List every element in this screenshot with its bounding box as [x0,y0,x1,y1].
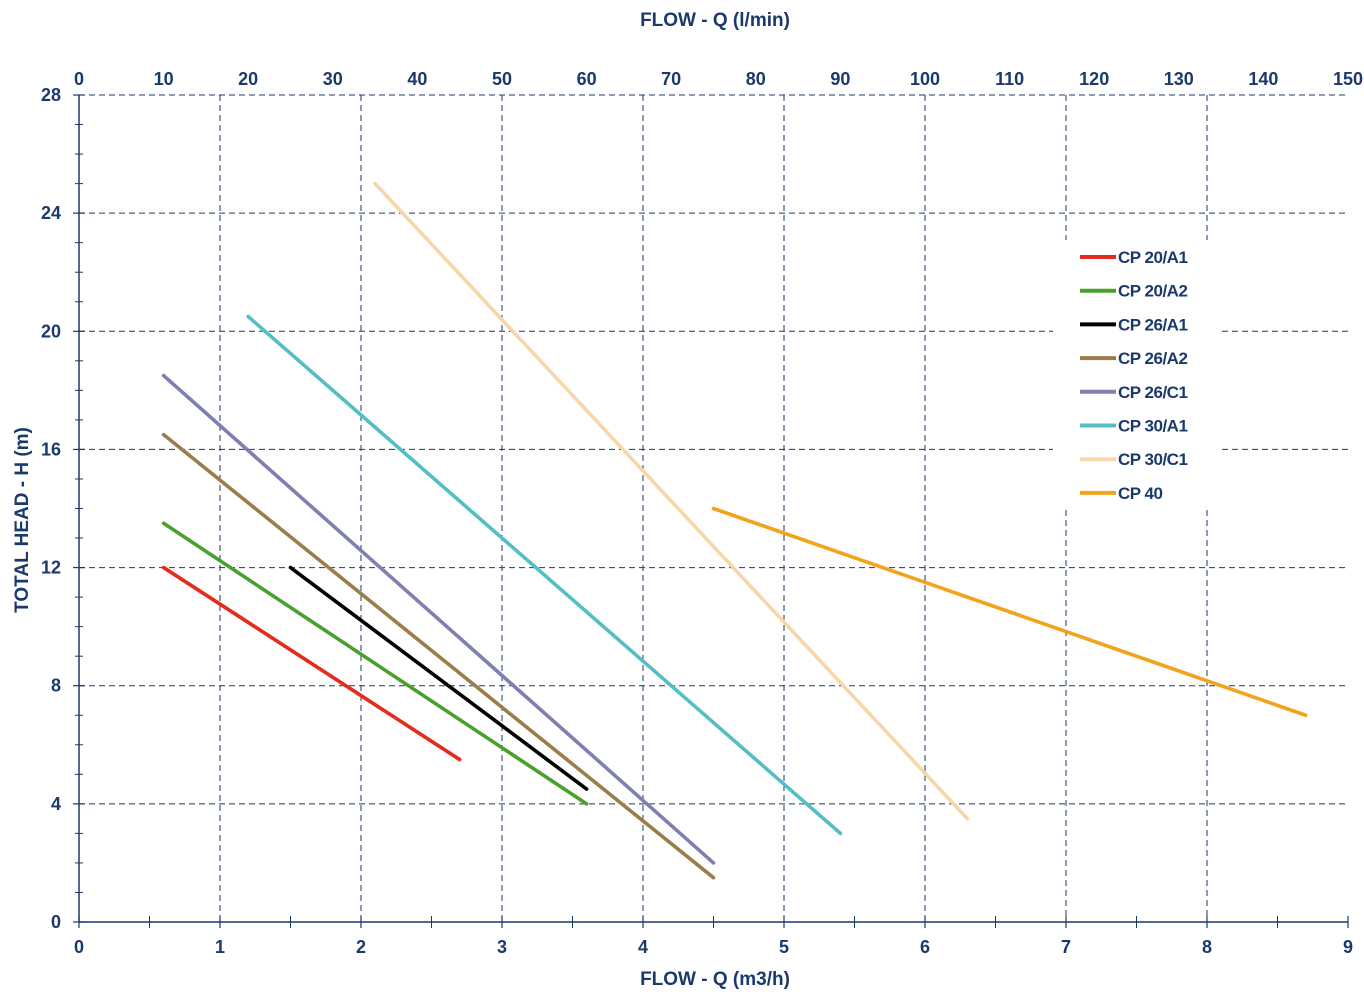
x-axis-title: FLOW - Q (m3/h) [640,969,790,990]
x-tick-label: 5 [779,937,789,957]
y-tick-label: 0 [51,912,61,932]
y-tick-label: 24 [41,203,61,223]
series-line [711,506,1308,718]
legend-background [1053,240,1222,510]
legend-label: CP 20/A2 [1118,282,1187,301]
legend-label: CP 30/C1 [1118,450,1187,469]
top-tick-label: 90 [830,69,850,89]
legend-label: CP 26/C1 [1118,383,1187,402]
y-tick-label: 28 [41,85,61,105]
y-axis-title: TOTAL HEAD - H (m) [12,427,33,613]
top-tick-label: 20 [238,69,258,89]
top-tick-label: 110 [995,69,1024,89]
x-tick-label: 7 [1061,937,1071,957]
y-tick-label: 8 [51,676,61,696]
legend-label: CP 40 [1118,484,1162,503]
top-axis-title: FLOW - Q (l/min) [640,10,790,31]
series-line [161,521,589,806]
x-tick-label: 4 [638,937,648,957]
series-line [161,432,716,880]
top-tick-label: 150 [1333,69,1363,89]
series-line [161,565,462,762]
series-line [246,314,843,836]
top-tick-label: 40 [407,69,427,89]
legend: CP 20/A1 CP 20/A2 CP 26/A1 CP 26/A2 CP 26/C1… [1053,240,1222,510]
x-tick-label: 1 [215,937,225,957]
top-tick-label: 100 [910,69,940,89]
y-tick-label: 4 [51,794,61,814]
top-tick-label: 50 [492,69,512,89]
legend-label: CP 26/A1 [1118,315,1187,334]
series-line [373,181,970,821]
x-tick-label: 2 [356,937,366,957]
x-tick-label: 8 [1202,937,1212,957]
top-tick-label: 70 [661,69,681,89]
legend-label: CP 26/A2 [1118,349,1187,368]
legend-label: CP 20/A1 [1118,248,1187,267]
y-tick-label: 16 [41,439,61,459]
top-tick-label: 30 [323,69,343,89]
y-tick-label: 12 [41,558,61,578]
axes: 0 1 2 3 4 5 6 7 8 90 10 20 30 40 50 60 70 80 90 100 110 120 13… [41,69,1363,957]
top-tick-label: 80 [746,69,766,89]
top-tick-label: 120 [1079,69,1109,89]
series-line [288,565,589,791]
series-lines [161,181,1308,880]
top-tick-label: 60 [577,69,597,89]
x-tick-label: 3 [497,937,507,957]
top-tick-label: 130 [1164,69,1194,89]
x-tick-label: 0 [74,937,84,957]
series-line [161,373,716,865]
legend-label: CP 30/A1 [1118,417,1187,436]
x-tick-label: 6 [920,937,930,957]
top-tick-label: 0 [74,69,84,89]
y-tick-label: 20 [41,321,61,341]
x-tick-label: 9 [1343,937,1353,957]
top-tick-label: 140 [1248,69,1278,89]
top-tick-label: 10 [154,69,174,89]
